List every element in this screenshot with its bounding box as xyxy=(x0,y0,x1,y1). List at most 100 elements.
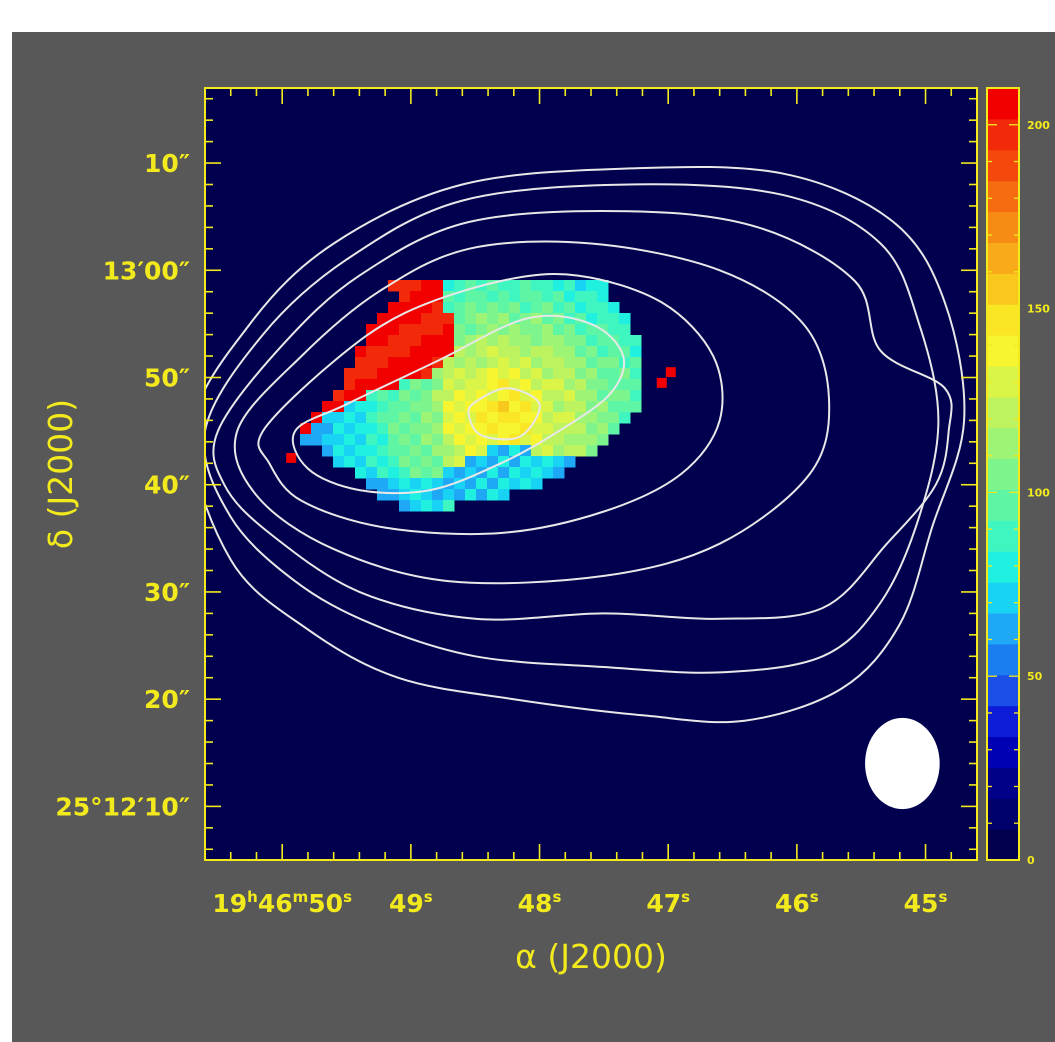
map-pixel xyxy=(553,456,565,468)
map-pixel xyxy=(509,357,521,369)
map-pixel xyxy=(410,313,422,325)
map-pixel xyxy=(597,379,609,391)
map-pixel xyxy=(465,390,477,402)
map-pixel xyxy=(443,324,455,336)
map-pixel xyxy=(487,412,499,424)
map-pixel xyxy=(476,313,488,325)
y-tick-label: 25°12′10″ xyxy=(55,792,190,821)
map-pixel xyxy=(454,368,466,380)
map-pixel xyxy=(509,478,521,490)
map-pixel xyxy=(619,401,631,413)
colorbar-swatch xyxy=(987,150,1019,181)
map-pixel xyxy=(388,357,400,369)
map-pixel xyxy=(542,445,554,457)
map-pixel xyxy=(432,280,444,292)
map-pixel xyxy=(553,346,565,358)
map-pixel xyxy=(399,456,411,468)
map-pixel xyxy=(509,302,521,314)
map-pixel xyxy=(443,489,455,501)
map-pixel xyxy=(509,324,521,336)
map-pixel xyxy=(333,423,345,435)
colorbar-tick-label: 100 xyxy=(1027,486,1050,499)
map-pixel xyxy=(553,324,565,336)
map-pixel xyxy=(487,445,499,457)
map-pixel xyxy=(476,346,488,358)
y-tick-label: 40″ xyxy=(144,471,190,500)
map-pixel xyxy=(443,434,455,446)
map-pixel xyxy=(509,346,521,358)
y-tick-label: 13′00″ xyxy=(103,256,190,285)
map-pixel xyxy=(333,390,345,402)
map-pixel xyxy=(476,489,488,501)
map-pixel xyxy=(344,368,356,380)
map-pixel xyxy=(520,291,532,303)
map-pixel xyxy=(410,467,422,479)
map-pixel xyxy=(608,390,620,402)
map-pixel xyxy=(355,401,367,413)
map-pixel xyxy=(432,401,444,413)
map-pixel xyxy=(597,335,609,347)
map-pixel xyxy=(520,280,532,292)
map-pixel xyxy=(421,379,433,391)
colorbar-swatch xyxy=(987,335,1019,366)
map-pixel xyxy=(443,302,455,314)
map-pixel xyxy=(388,456,400,468)
map-pixel xyxy=(421,390,433,402)
map-pixel xyxy=(564,280,576,292)
map-pixel xyxy=(586,280,598,292)
map-pixel xyxy=(377,434,389,446)
map-pixel xyxy=(454,357,466,369)
colorbar-swatch xyxy=(987,88,1019,119)
map-pixel xyxy=(465,456,477,468)
map-pixel xyxy=(410,324,422,336)
map-pixel xyxy=(454,379,466,391)
map-pixel xyxy=(388,467,400,479)
map-pixel xyxy=(333,412,345,424)
map-pixel xyxy=(487,313,499,325)
map-pixel xyxy=(410,500,422,512)
map-pixel xyxy=(377,456,389,468)
map-pixel xyxy=(619,313,631,325)
map-pixel xyxy=(443,280,455,292)
map-pixel xyxy=(476,357,488,369)
map-pixel xyxy=(366,379,378,391)
map-pixel xyxy=(575,368,587,380)
map-pixel xyxy=(388,423,400,435)
map-pixel xyxy=(575,346,587,358)
colorbar-swatch xyxy=(987,644,1019,675)
map-pixel xyxy=(476,302,488,314)
map-pixel xyxy=(454,445,466,457)
map-pixel xyxy=(399,280,411,292)
map-pixel xyxy=(377,489,389,501)
map-pixel xyxy=(388,335,400,347)
map-pixel xyxy=(630,390,642,402)
map-pixel xyxy=(410,280,422,292)
map-pixel xyxy=(454,324,466,336)
map-pixel xyxy=(421,445,433,457)
map-pixel xyxy=(608,412,620,424)
map-pixel xyxy=(531,280,543,292)
map-pixel xyxy=(564,357,576,369)
map-pixel xyxy=(388,434,400,446)
map-pixel xyxy=(443,445,455,457)
map-pixel xyxy=(311,423,323,435)
map-pixel xyxy=(553,368,565,380)
map-pixel xyxy=(388,368,400,380)
map-pixel xyxy=(465,434,477,446)
map-pixel xyxy=(498,291,510,303)
map-pixel xyxy=(509,291,521,303)
map-pixel xyxy=(421,368,433,380)
map-pixel xyxy=(355,379,367,391)
map-pixel xyxy=(432,489,444,501)
map-pixel xyxy=(366,401,378,413)
map-pixel xyxy=(597,368,609,380)
map-pixel xyxy=(476,291,488,303)
map-pixel xyxy=(498,390,510,402)
colorbar-swatch xyxy=(987,397,1019,428)
map-pixel xyxy=(586,291,598,303)
map-pixel xyxy=(410,478,422,490)
map-pixel xyxy=(344,445,356,457)
colorbar-swatch xyxy=(987,119,1019,150)
map-pixel xyxy=(286,453,296,463)
map-pixel xyxy=(355,445,367,457)
